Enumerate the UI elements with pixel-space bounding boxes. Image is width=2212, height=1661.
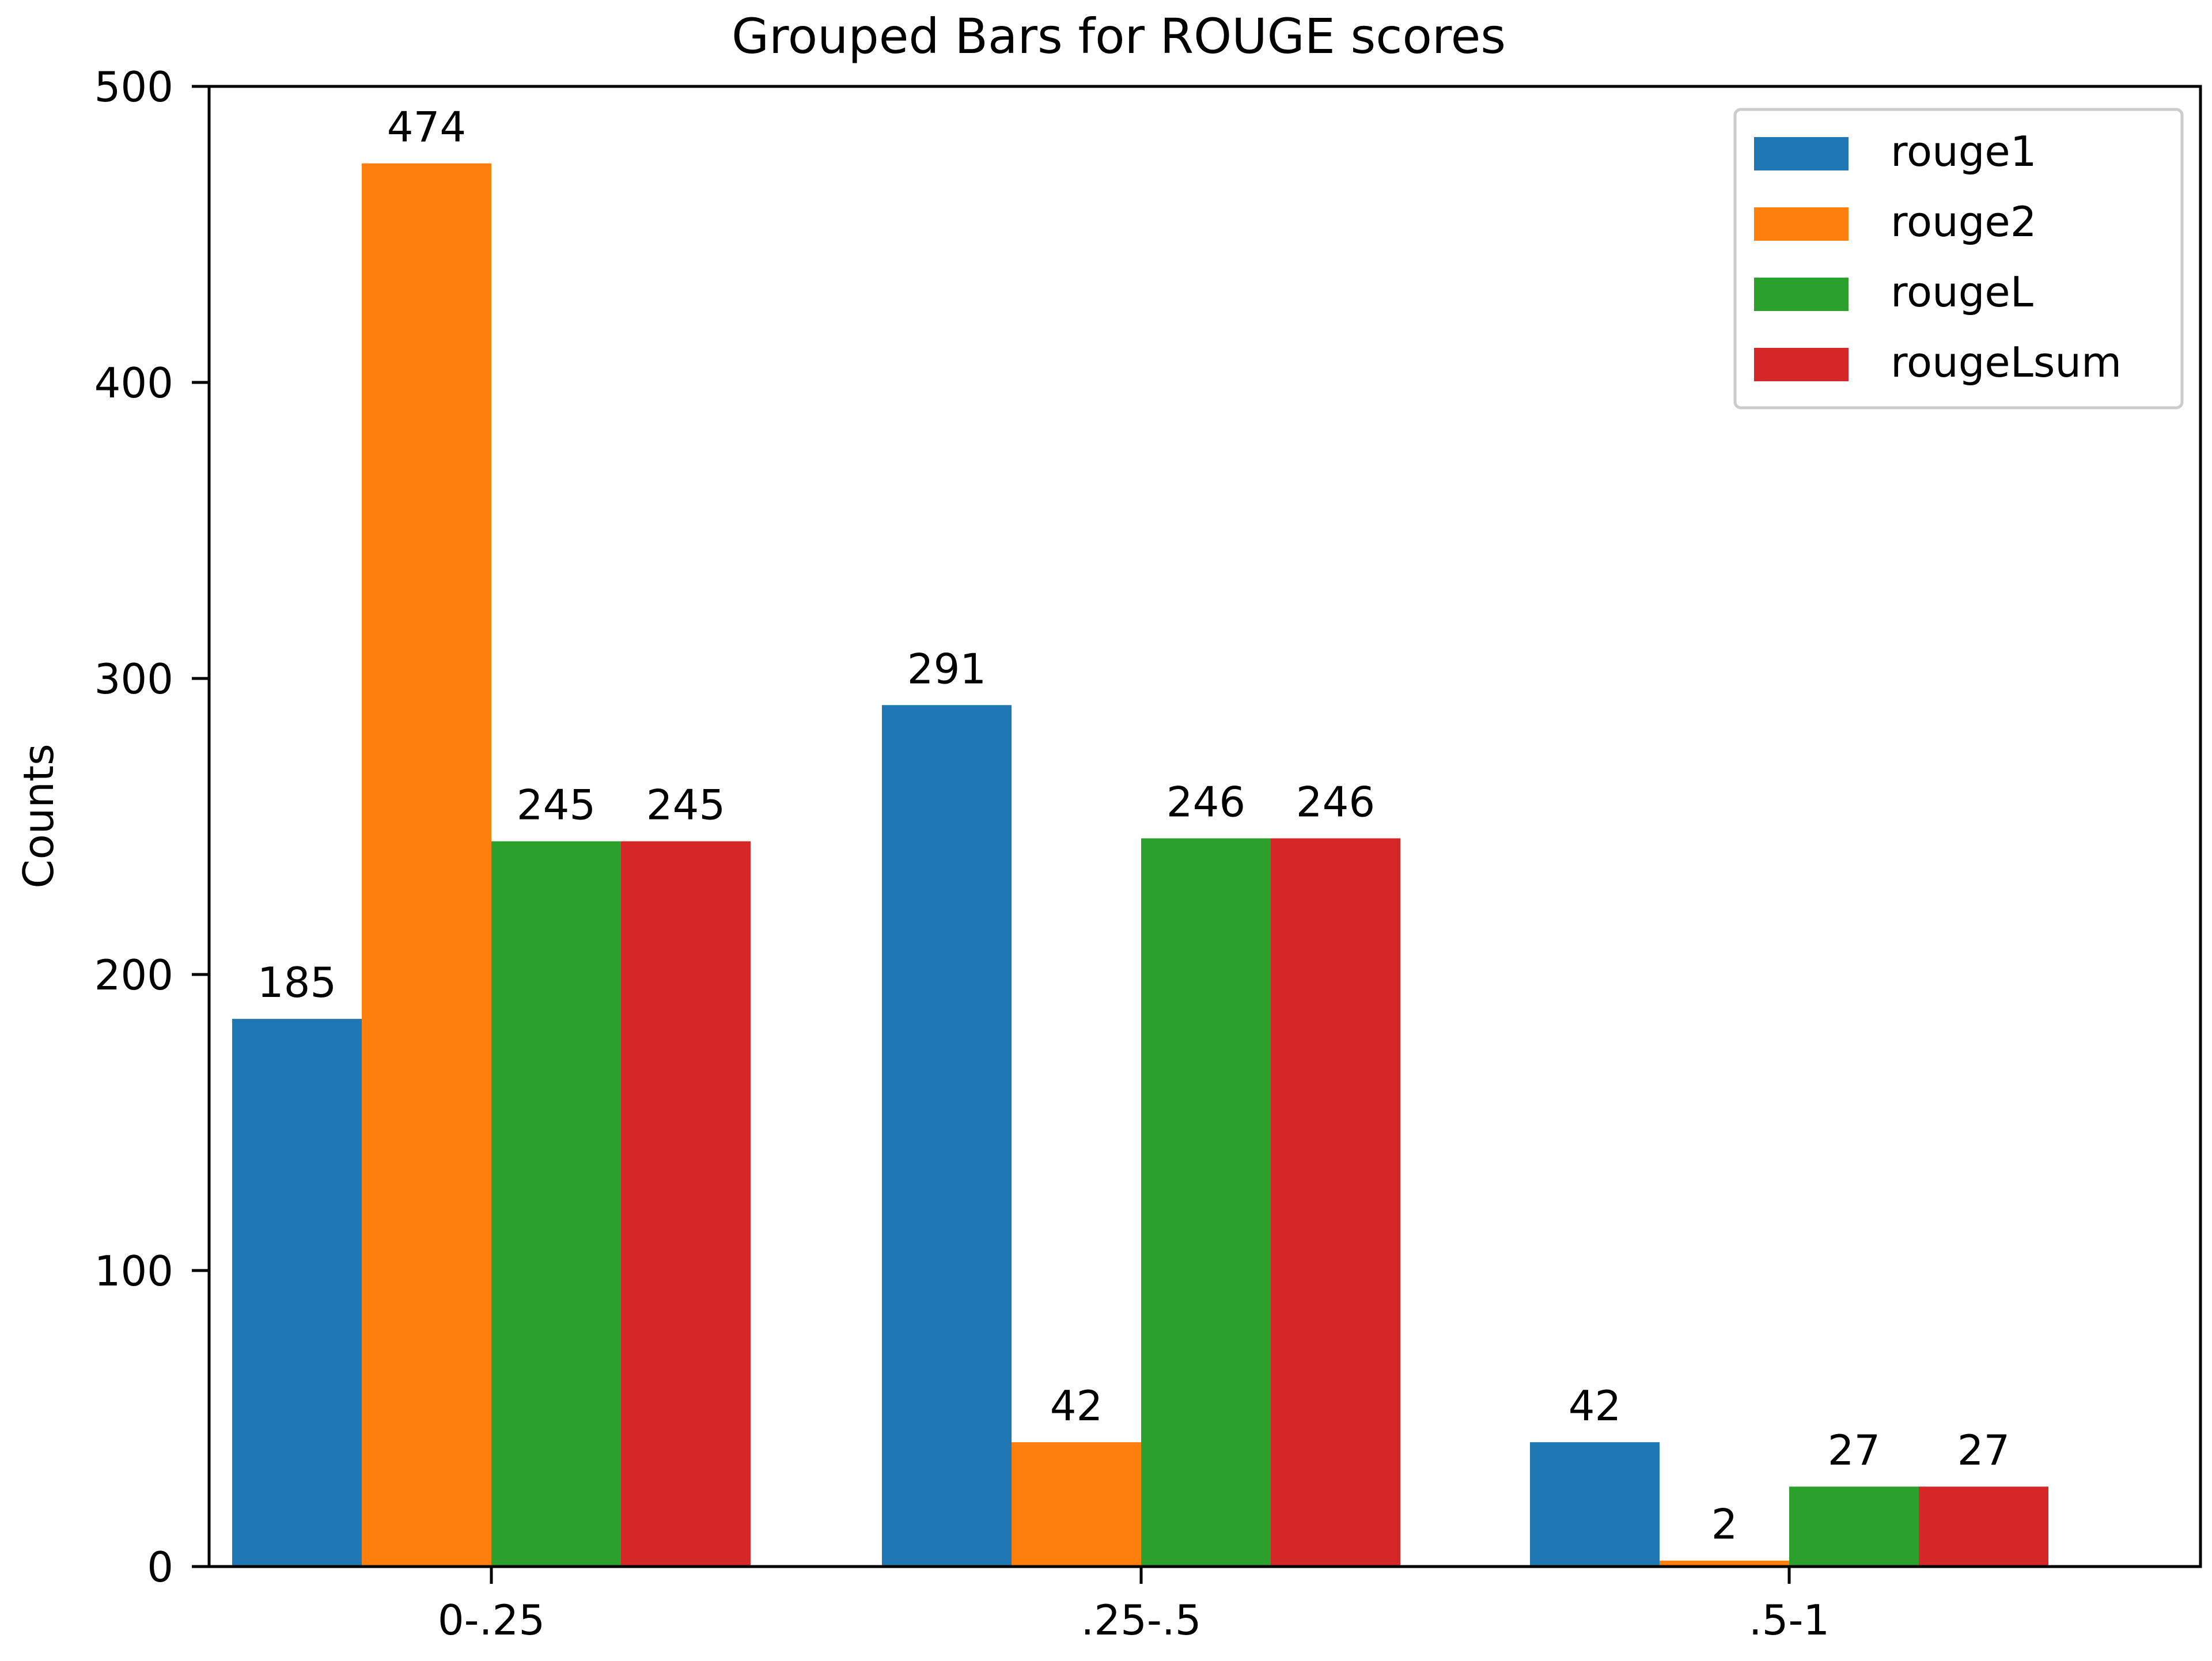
x-tick-label: .5-1: [1749, 1596, 1830, 1644]
data-label-rougeLsum-.5-1: 27: [1957, 1426, 2010, 1474]
series-rougeL: [491, 838, 1919, 1567]
bar-rougeL-.5-1: [1789, 1486, 1919, 1567]
series-rouge1: [232, 705, 1660, 1567]
bar-rougeL-0-.25: [491, 841, 621, 1567]
bar-rougeLsum-0-.25: [621, 841, 751, 1567]
bar-rouge2-0-.25: [362, 163, 491, 1567]
data-label-rougeL-.25-.5: 246: [1166, 778, 1245, 826]
legend-swatch-rouge1: [1754, 137, 1849, 170]
y-axis: 0 100 200 300 400 500: [94, 63, 209, 1591]
bar-rouge2-.25-.5: [1012, 1442, 1141, 1567]
y-tick-label: 100: [94, 1247, 173, 1295]
y-tick-label: 400: [94, 359, 173, 407]
series-rouge2: [362, 163, 1789, 1567]
plot-frame: [207, 85, 2202, 1568]
y-tick-label: 0: [147, 1543, 173, 1591]
data-label-rouge1-0-.25: 185: [257, 958, 336, 1007]
chart-title: Grouped Bars for ROUGE scores: [732, 8, 1506, 65]
x-axis: 0-.25 .25-.5 .5-1: [438, 1567, 1830, 1644]
y-tick-label: 500: [94, 63, 173, 111]
data-label-rouge1-.5-1: 42: [1569, 1382, 1622, 1430]
data-label-rougeLsum-.25-.5: 246: [1296, 778, 1375, 826]
bars-layer: [232, 163, 2048, 1567]
data-label-rouge1-.25-.5: 291: [907, 644, 986, 693]
data-label-rougeLsum-0-.25: 245: [646, 781, 725, 829]
legend-label-rouge2: rouge2: [1891, 198, 2037, 246]
data-label-rougeL-.5-1: 27: [1828, 1426, 1881, 1474]
bar-rougeLsum-.5-1: [1919, 1486, 2048, 1567]
data-labels-layer: 185 291 42 474 42 2 245 246 27 245 246 27: [257, 103, 2010, 1549]
bar-rougeLsum-.25-.5: [1271, 838, 1400, 1567]
y-tick-label: 300: [94, 655, 173, 703]
x-tick-label: .25-.5: [1081, 1596, 1201, 1644]
legend-box: [1733, 108, 2184, 409]
legend-swatch-rougeLsum: [1754, 348, 1849, 381]
x-tick-label: 0-.25: [438, 1596, 545, 1644]
bar-rouge1-.5-1: [1530, 1442, 1660, 1567]
series-rougeLsum: [621, 838, 2048, 1567]
y-axis-label: Counts: [14, 744, 63, 888]
bar-rouge1-0-.25: [232, 1019, 362, 1567]
legend: rouge1 rouge2 rougeL rougeLsum: [1733, 108, 2184, 409]
legend-label-rougeL: rougeL: [1891, 268, 2033, 316]
legend-label-rougeLsum: rougeLsum: [1891, 338, 2122, 386]
y-tick-label: 200: [94, 951, 173, 999]
data-label-rouge2-.5-1: 2: [1711, 1500, 1738, 1549]
bar-rouge2-.5-1: [1660, 1560, 1789, 1567]
data-label-rouge2-0-.25: 474: [387, 103, 466, 151]
legend-swatch-rougeL: [1754, 278, 1849, 311]
bar-rouge1-.25-.5: [882, 705, 1012, 1567]
data-label-rougeL-0-.25: 245: [517, 781, 596, 829]
bar-rougeL-.25-.5: [1141, 838, 1271, 1567]
data-label-rouge2-.25-.5: 42: [1050, 1382, 1103, 1430]
legend-label-rouge1: rouge1: [1891, 127, 2037, 176]
legend-swatch-rouge2: [1754, 207, 1849, 241]
